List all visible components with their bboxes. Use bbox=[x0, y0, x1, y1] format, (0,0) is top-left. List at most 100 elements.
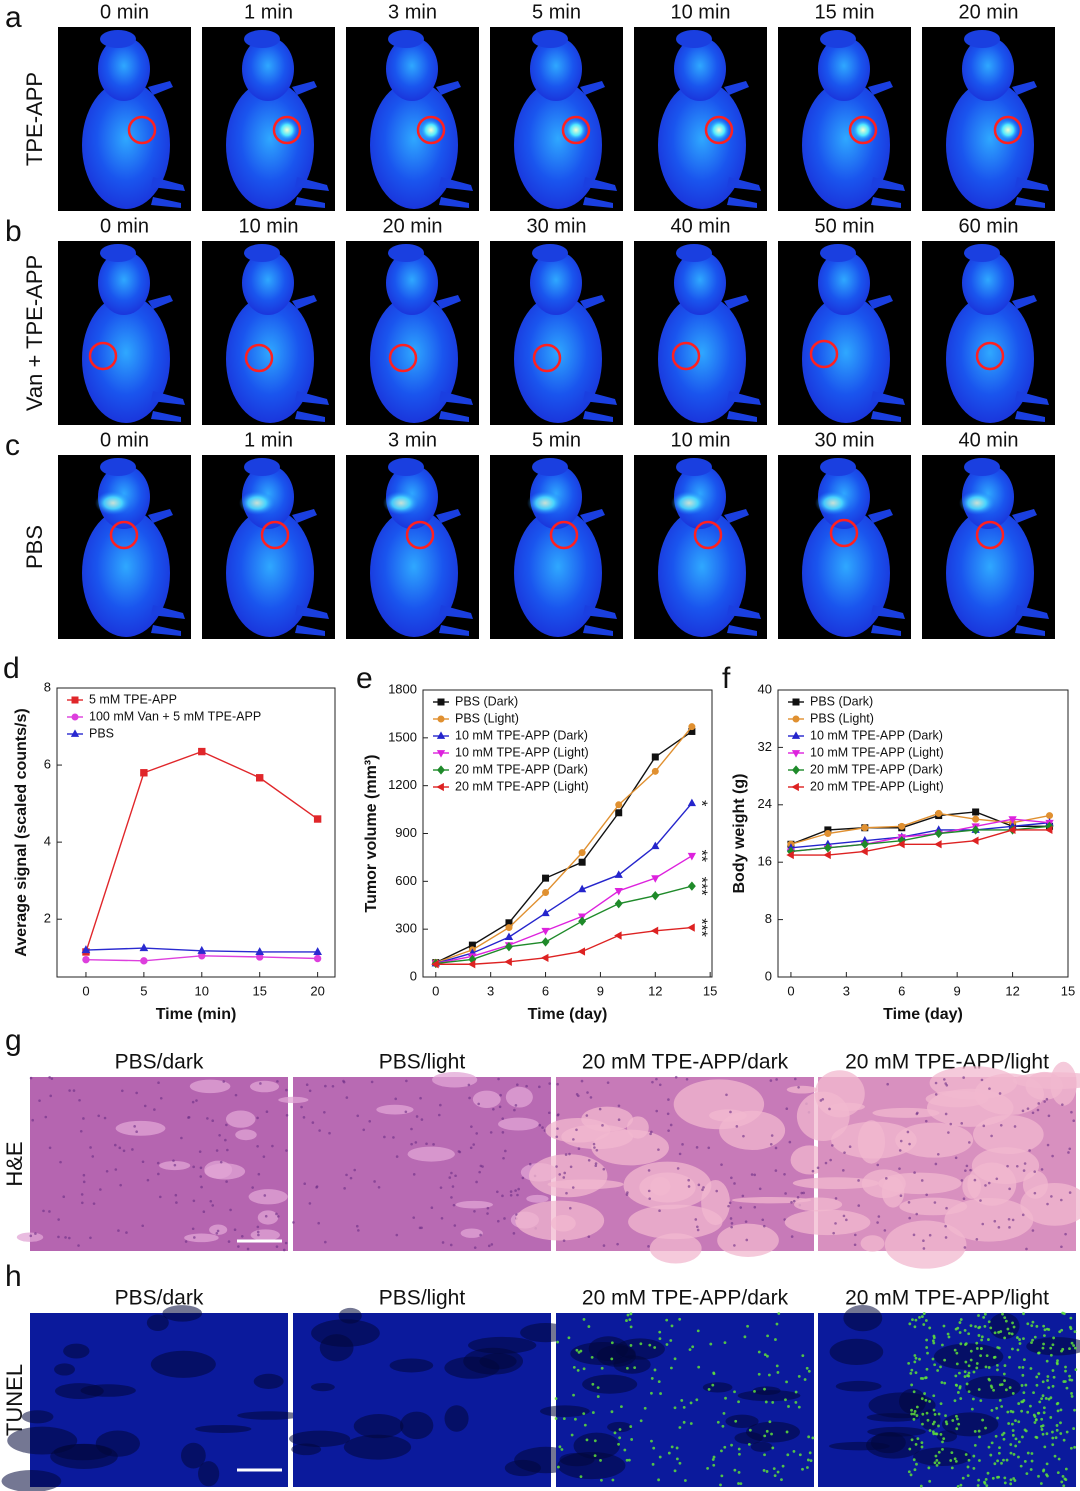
apoptotic-cell bbox=[618, 1428, 622, 1431]
nucleus bbox=[91, 1155, 95, 1158]
nucleus bbox=[395, 1155, 399, 1158]
nucleus bbox=[920, 1179, 924, 1182]
nucleus bbox=[1022, 1169, 1026, 1172]
image-title: 20 mM TPE-APP/light bbox=[845, 1051, 1049, 1074]
time-label: 3 min bbox=[388, 429, 437, 451]
nucleus bbox=[824, 1161, 828, 1165]
apoptotic-cell bbox=[908, 1447, 912, 1451]
mouse-image bbox=[922, 241, 1055, 425]
apoptotic-cell bbox=[1037, 1474, 1040, 1478]
nucleus bbox=[68, 1236, 71, 1240]
apoptotic-cell bbox=[1022, 1337, 1025, 1341]
marker bbox=[651, 875, 660, 883]
apoptotic-cell bbox=[959, 1483, 963, 1487]
x-tick-label: 15 bbox=[703, 983, 717, 998]
nucleus bbox=[769, 1142, 773, 1146]
apoptotic-cell bbox=[914, 1442, 918, 1446]
nucleus bbox=[206, 1117, 209, 1120]
marker bbox=[436, 750, 446, 758]
nucleus bbox=[898, 1149, 902, 1152]
nucleus bbox=[1007, 1217, 1011, 1221]
nucleus bbox=[64, 1236, 67, 1239]
apoptotic-cell bbox=[560, 1448, 564, 1451]
marker bbox=[650, 926, 659, 935]
nucleus bbox=[676, 1167, 680, 1170]
apoptotic-cell bbox=[981, 1418, 985, 1422]
nucleus bbox=[586, 1091, 589, 1094]
apoptotic-cell bbox=[940, 1381, 944, 1384]
nucleus bbox=[933, 1201, 937, 1204]
x-tick-label: 12 bbox=[648, 983, 662, 998]
apoptotic-cell bbox=[1049, 1396, 1053, 1400]
apoptotic-cell bbox=[665, 1318, 669, 1322]
apoptotic-cell bbox=[973, 1444, 977, 1447]
y-tick-label: 24 bbox=[758, 796, 772, 811]
panel-label: c bbox=[5, 429, 20, 462]
mouse-body bbox=[226, 509, 314, 637]
nucleus bbox=[695, 1146, 699, 1149]
nucleus bbox=[509, 1193, 513, 1197]
nucleus bbox=[48, 1146, 52, 1150]
mouse-image bbox=[490, 27, 623, 211]
nucleus bbox=[913, 1171, 916, 1174]
stroma bbox=[974, 1073, 1045, 1116]
apoptotic-cell bbox=[933, 1420, 936, 1424]
nucleus bbox=[916, 1111, 919, 1115]
apoptotic-cell bbox=[959, 1318, 963, 1321]
nucleus bbox=[263, 1194, 267, 1197]
apoptotic-cell bbox=[673, 1357, 677, 1361]
he-image bbox=[278, 1072, 558, 1251]
nucleus bbox=[99, 1188, 102, 1191]
tumor-circle bbox=[532, 343, 562, 373]
mouse-leg bbox=[1012, 295, 1049, 422]
nucleus bbox=[1060, 1198, 1063, 1202]
apoptotic-cell bbox=[955, 1427, 959, 1431]
apoptotic-cell bbox=[997, 1330, 1000, 1334]
mouse-image bbox=[634, 241, 767, 425]
mouse-leg bbox=[868, 295, 905, 422]
mouse-head bbox=[962, 251, 1014, 315]
mouse-ear bbox=[532, 244, 568, 262]
apoptotic-cell bbox=[1040, 1417, 1044, 1421]
apoptotic-cell bbox=[739, 1482, 743, 1485]
apoptotic-cell bbox=[629, 1425, 633, 1428]
apoptotic-cell bbox=[933, 1363, 937, 1367]
marker bbox=[934, 840, 942, 849]
apoptotic-cell bbox=[996, 1416, 999, 1420]
dark-region bbox=[737, 1390, 801, 1402]
nucleus bbox=[649, 1132, 652, 1136]
nucleus bbox=[49, 1094, 53, 1098]
apoptotic-cell bbox=[1043, 1328, 1047, 1332]
mouse-leg bbox=[580, 81, 617, 208]
apoptotic-cell bbox=[1020, 1400, 1024, 1404]
nucleus bbox=[89, 1146, 92, 1149]
apoptotic-cell bbox=[768, 1420, 772, 1424]
marker bbox=[140, 957, 148, 965]
nucleus bbox=[318, 1129, 321, 1132]
marker bbox=[615, 801, 623, 809]
nucleus bbox=[606, 1081, 610, 1084]
nucleus bbox=[256, 1225, 260, 1229]
apoptotic-cell bbox=[733, 1468, 737, 1472]
marker bbox=[577, 947, 586, 956]
mouse-image bbox=[202, 241, 335, 425]
apoptotic-cell bbox=[683, 1479, 687, 1482]
nucleus bbox=[497, 1077, 500, 1081]
nucleus bbox=[234, 1093, 238, 1097]
tumor-circle bbox=[405, 520, 435, 550]
nucleus bbox=[647, 1189, 651, 1193]
nucleus bbox=[569, 1206, 572, 1210]
nucleus bbox=[842, 1169, 845, 1172]
apoptotic-cell bbox=[1004, 1388, 1008, 1392]
apoptotic-cell bbox=[673, 1469, 677, 1473]
apoptotic-cell bbox=[766, 1334, 769, 1338]
apoptotic-cell bbox=[1035, 1383, 1039, 1387]
apoptotic-cell bbox=[943, 1358, 947, 1362]
apoptotic-cell bbox=[1021, 1366, 1025, 1369]
apoptotic-cell bbox=[596, 1395, 600, 1398]
apoptotic-cell bbox=[1009, 1443, 1013, 1446]
apoptotic-cell bbox=[1019, 1464, 1023, 1468]
apoptotic-cell bbox=[987, 1445, 991, 1449]
apoptotic-cell bbox=[961, 1476, 965, 1480]
apoptotic-cell bbox=[712, 1463, 716, 1467]
